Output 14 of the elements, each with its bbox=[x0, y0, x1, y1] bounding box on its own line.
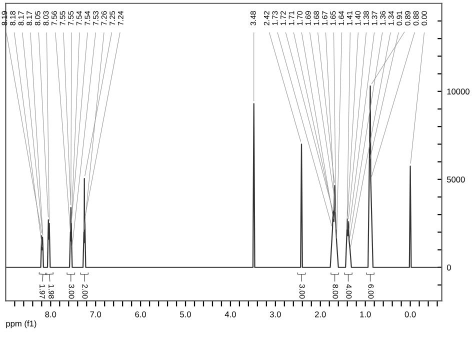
x-tick-label: 6.0 bbox=[135, 311, 146, 318]
x-tick-label: 4.0 bbox=[224, 311, 236, 318]
x-tick-label: 5.0 bbox=[180, 311, 191, 318]
y-tick-label: 10000 bbox=[447, 88, 470, 94]
y-tick-label: 0 bbox=[446, 264, 451, 270]
x-tick-label: 7.0 bbox=[90, 311, 102, 318]
x-tick-label: 1.0 bbox=[360, 311, 371, 318]
x-tick-label: 3.0 bbox=[270, 311, 281, 318]
y-tick-label: 5000 bbox=[446, 176, 465, 182]
line-series bbox=[6, 86, 442, 268]
x-axis-title: ppm (f1) bbox=[6, 320, 36, 328]
x-tick-label: 2.0 bbox=[315, 311, 326, 318]
x-tick-label: 8.0 bbox=[45, 311, 56, 318]
x-tick-label: 0.0 bbox=[404, 311, 416, 318]
